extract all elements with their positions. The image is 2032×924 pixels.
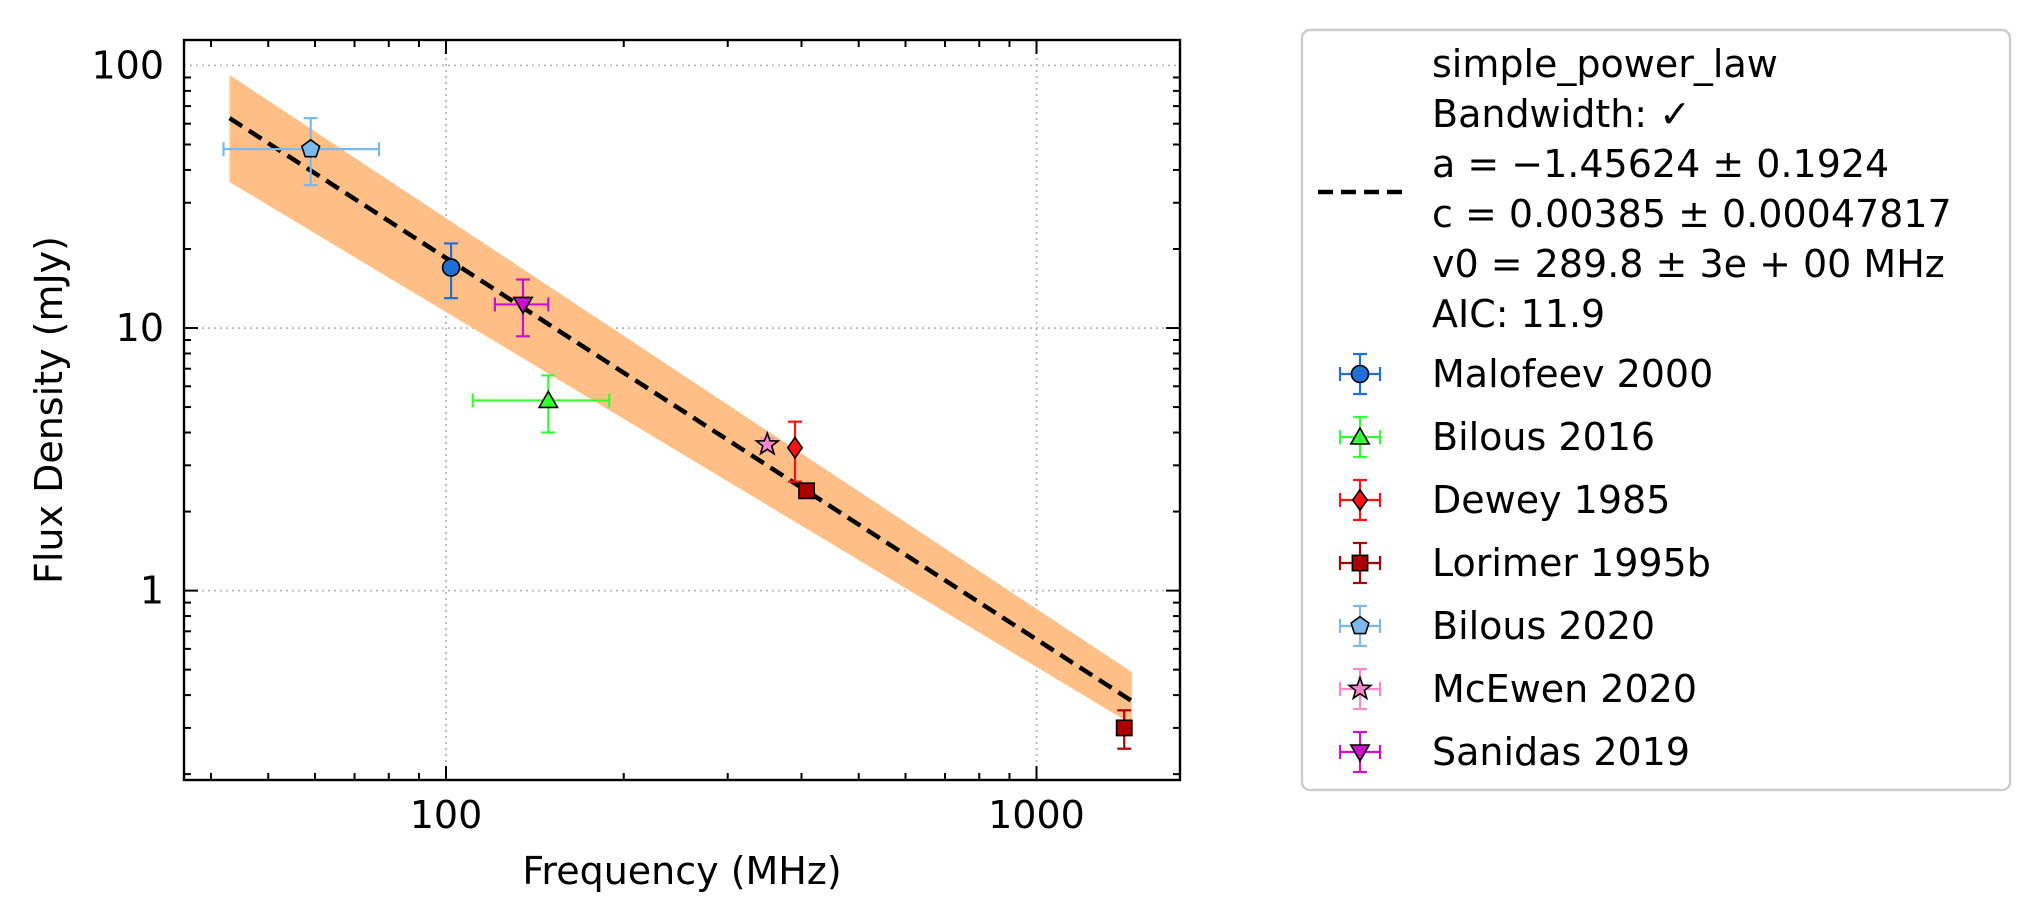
legend-label: McEwen 2020 xyxy=(1432,667,1697,711)
data-point xyxy=(754,430,781,456)
y-tick-label: 10 xyxy=(116,306,164,350)
legend-entry-bilous-2016: Bilous 2016 xyxy=(1338,415,1655,459)
legend-fit-line-4: v0 = 289.8 ± 3e + 00 MHz xyxy=(1432,242,1945,286)
legend-frame xyxy=(1300,28,2012,792)
x-tick-label: 1000 xyxy=(988,793,1085,837)
grid-lines xyxy=(184,40,1180,780)
legend-entry-mcewen-2020: McEwen 2020 xyxy=(1338,667,1697,711)
legend-entry-dewey-1985: Dewey 1985 xyxy=(1338,478,1670,522)
y-tick-label: 100 xyxy=(91,43,164,87)
legend-entry-lorimer-1995b: Lorimer 1995b xyxy=(1338,541,1711,585)
legend-marker xyxy=(1351,488,1369,512)
data-point xyxy=(798,482,816,500)
legend-label: Lorimer 1995b xyxy=(1432,541,1711,585)
data-point xyxy=(537,389,559,409)
legend-fit-line-3: c = 0.00385 ± 0.00047817 xyxy=(1432,192,1952,236)
legend-fit-line-2: a = −1.45624 ± 0.1924 xyxy=(1432,142,1889,186)
y-tick-label: 1 xyxy=(140,569,164,613)
x-tick-label: 100 xyxy=(410,793,483,837)
plot-frame xyxy=(182,38,1182,782)
series-malofeev-2000 xyxy=(441,242,461,300)
x-axis-label: Frequency (MHz) xyxy=(522,849,841,893)
tick-labels: 100 1000 1 10 100 xyxy=(91,43,1084,837)
legend-marker xyxy=(1349,744,1371,763)
legend-label: Bilous 2020 xyxy=(1432,604,1655,648)
legend-entry-malofeev-2000: Malofeev 2000 xyxy=(1338,352,1713,396)
legend-label: Bilous 2016 xyxy=(1432,415,1655,459)
legend-label: Malofeev 2000 xyxy=(1432,352,1713,396)
data-point xyxy=(300,138,321,158)
legend-fit-line-1: Bandwidth: ✓ xyxy=(1432,92,1691,136)
series-sanidas-2019 xyxy=(493,278,550,338)
legend-entry-sanidas-2019: Sanidas 2019 xyxy=(1338,730,1690,774)
legend-marker xyxy=(1346,675,1374,701)
data-point xyxy=(441,258,461,277)
legend-marker xyxy=(1349,426,1371,445)
fit-line xyxy=(228,116,1133,703)
legend: simple_power_law Bandwidth: ✓ a = −1.45624… xyxy=(1300,28,2012,792)
data-points-layer xyxy=(222,117,1133,750)
data-point xyxy=(786,436,804,460)
legend-fit-line-5: AIC: 11.9 xyxy=(1432,292,1605,336)
legend-marker xyxy=(1351,554,1369,572)
axis-ticks xyxy=(184,40,1180,780)
series-mcewen-2020 xyxy=(754,430,781,456)
fit-line-layer xyxy=(228,116,1133,703)
series-bilous-2016 xyxy=(471,374,611,434)
legend-label: Sanidas 2019 xyxy=(1432,730,1690,774)
legend-marker xyxy=(1350,364,1370,384)
legend-label: Dewey 1985 xyxy=(1432,478,1670,522)
series-bilous-2020 xyxy=(222,117,381,187)
data-point xyxy=(512,296,534,315)
fit-uncertainty-band-layer xyxy=(229,75,1132,725)
legend-marker xyxy=(1350,615,1370,635)
legend-entry-bilous-2020: Bilous 2020 xyxy=(1338,604,1655,648)
fit-uncertainty-band xyxy=(229,75,1132,725)
series-dewey-1985 xyxy=(786,420,804,483)
series-lorimer-1995b xyxy=(798,482,1133,750)
legend-fit-line-0: simple_power_law xyxy=(1432,42,1778,86)
data-point xyxy=(1115,719,1133,737)
y-axis-label: Flux Density (mJy) xyxy=(27,236,71,584)
